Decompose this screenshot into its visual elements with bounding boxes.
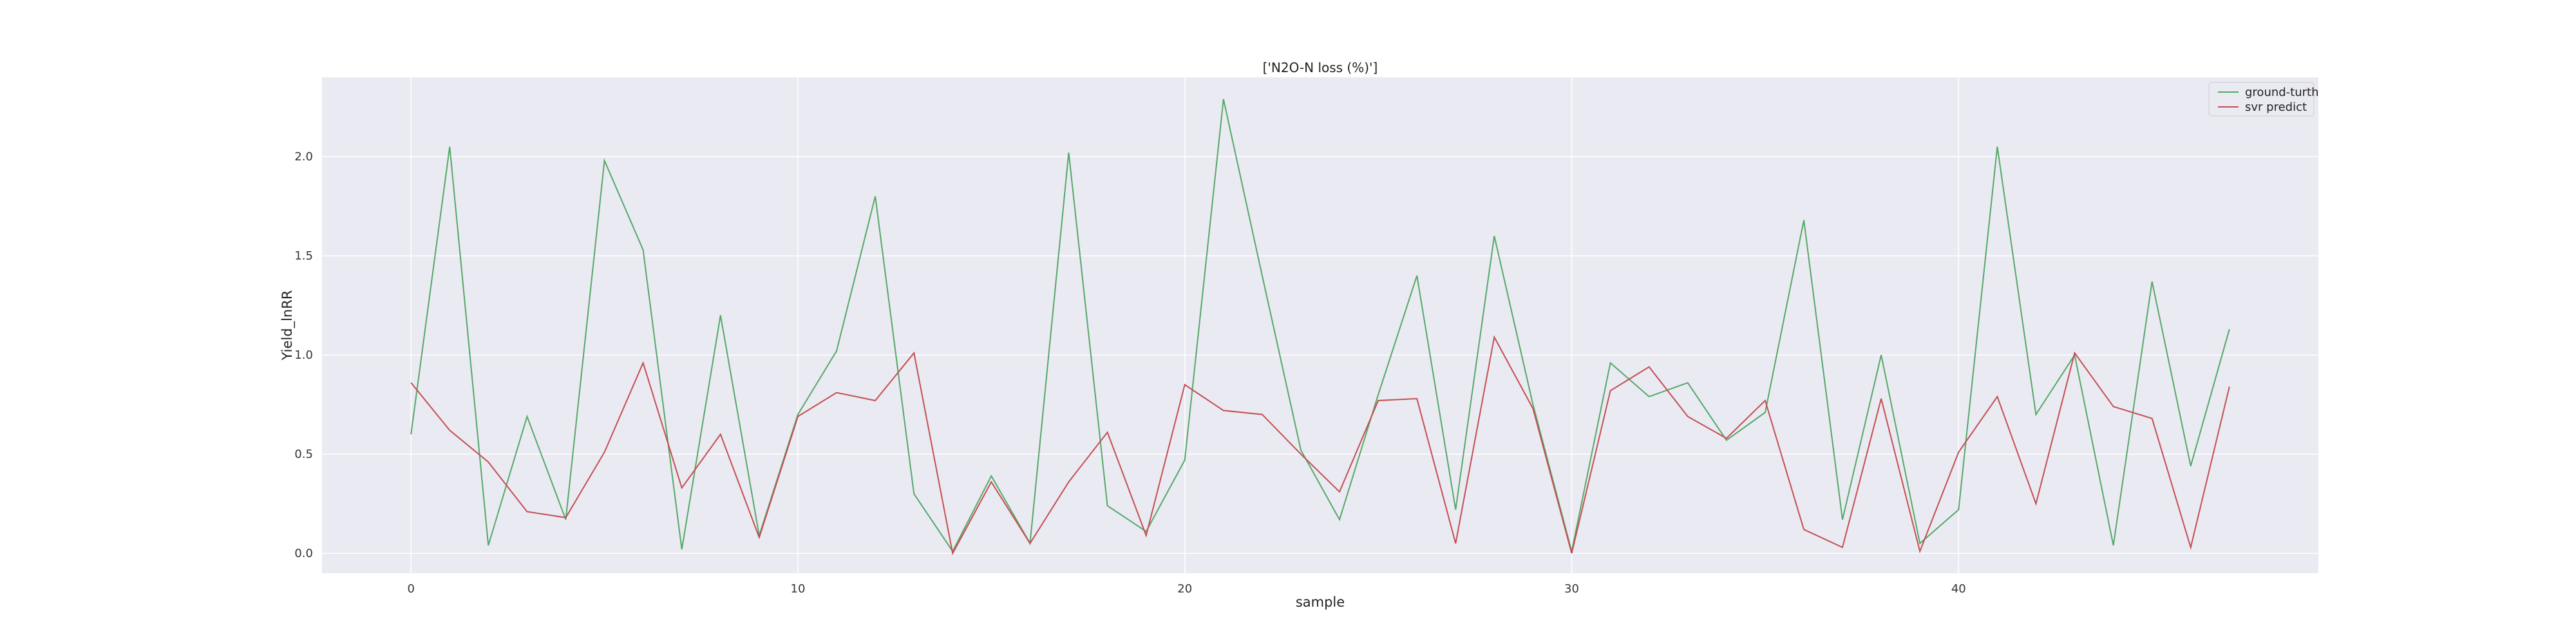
- y-tick-label: 2.0: [294, 150, 313, 164]
- y-tick-label: 0.5: [294, 448, 313, 461]
- chart-title: ['N2O-N loss (%)']: [1263, 60, 1378, 75]
- x-tick-label: 30: [1564, 582, 1579, 596]
- x-tick-label: 0: [407, 582, 414, 596]
- x-tick-label: 20: [1177, 582, 1192, 596]
- y-tick-label: 1.0: [294, 348, 313, 362]
- series-line-ground-turth: [410, 99, 2230, 553]
- series-lines: [410, 99, 2230, 556]
- series-line-svr-predict: [410, 335, 2230, 556]
- legend-label-svr-predict: svr predict: [2245, 100, 2307, 114]
- y-tick-label: 1.5: [294, 249, 313, 263]
- x-tick-label: 40: [1951, 582, 1966, 596]
- x-tick-label: 10: [791, 582, 806, 596]
- legend: ground-turth svr predict: [2208, 82, 2319, 117]
- legend-label-ground-turth: ground-turth: [2245, 86, 2319, 99]
- plot-area: [322, 77, 2318, 573]
- tick-labels: 0 10 20 30 40 0.0 0.5 1.0 1.5 2.0: [294, 150, 1965, 596]
- y-axis-label: Yield_lnRR: [279, 290, 296, 361]
- x-axis-label: sample: [1296, 594, 1345, 610]
- y-tick-label: 0.0: [294, 547, 313, 560]
